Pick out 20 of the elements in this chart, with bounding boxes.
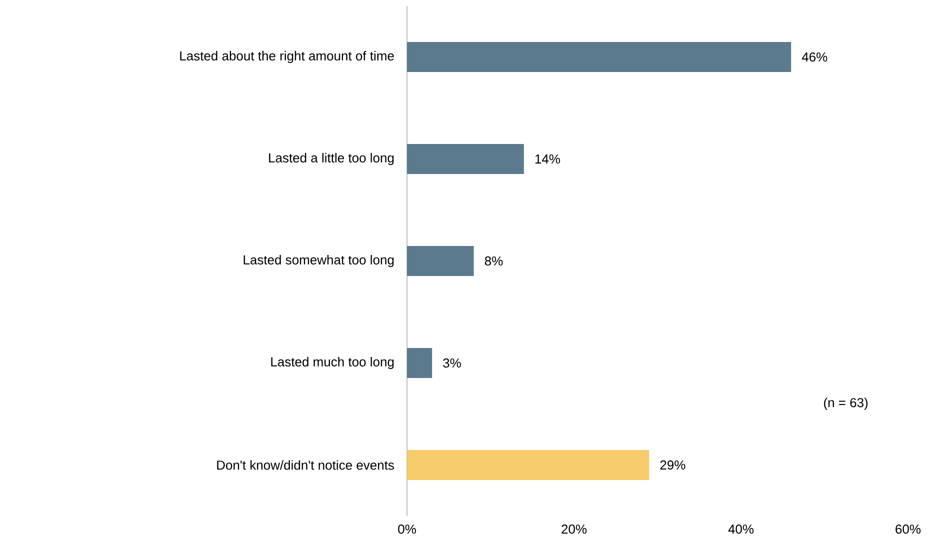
y-tick-label: Lasted about the right amount of time <box>180 50 394 64</box>
x-tick-label: 40% <box>728 524 754 534</box>
x-tick-label: 60% <box>896 524 921 534</box>
annotation: (n = 63) <box>824 398 868 410</box>
x-tick-label: 0% <box>398 524 416 534</box>
bar <box>407 42 792 72</box>
y-tick-label: Lasted a little too long <box>269 152 394 166</box>
data-label: 29% <box>660 460 686 470</box>
bar <box>407 450 650 480</box>
bar <box>407 144 524 174</box>
y-tick-label: Don't know/didn't notice events <box>217 460 394 470</box>
data-label: 14% <box>535 154 560 164</box>
x-tick-label: 20% <box>562 524 587 534</box>
data-label: 3% <box>443 358 461 368</box>
bar <box>407 348 432 378</box>
y-tick-label: Lasted much too long <box>271 356 394 370</box>
data-label: 8% <box>484 256 503 266</box>
bar <box>407 246 474 276</box>
data-label: 46% <box>802 52 828 62</box>
y-tick-label: Lasted somewhat too long <box>244 254 394 268</box>
